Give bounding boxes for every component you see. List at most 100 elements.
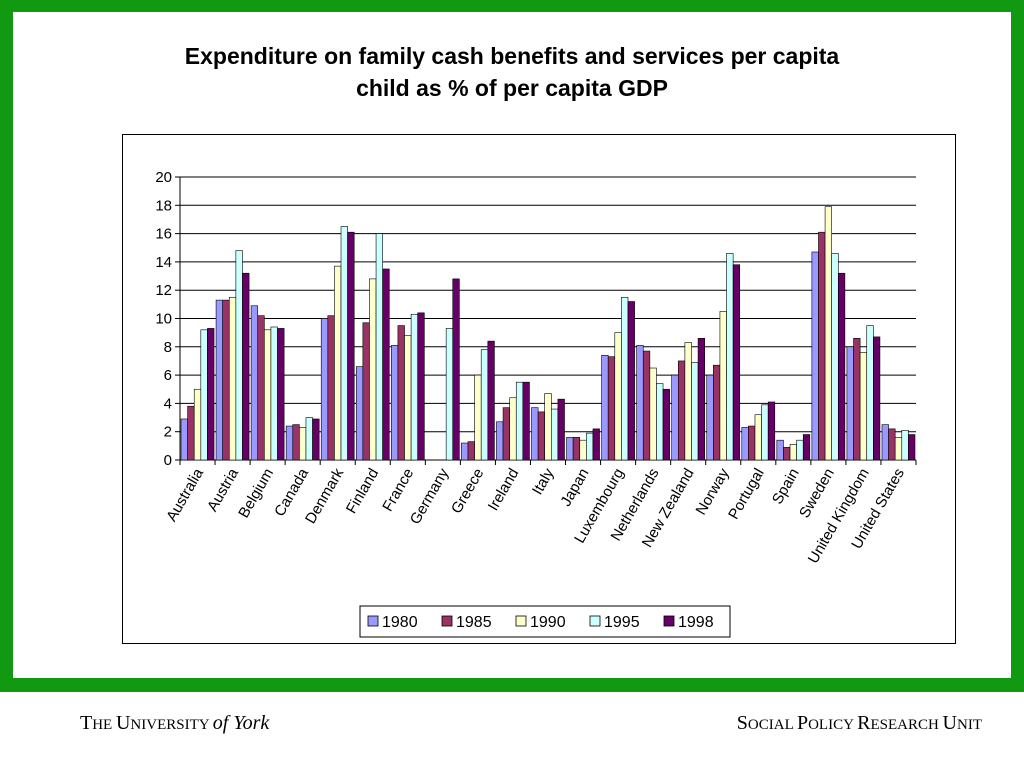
- bar-1995-united-kingdom: [866, 325, 874, 461]
- bar-1985-austria: [222, 299, 230, 461]
- bar-1985-spain: [783, 446, 791, 461]
- bar-1980-luxembourg: [601, 354, 609, 461]
- bar-1995-italy: [550, 408, 559, 461]
- bar-1980-new-zealand: [671, 374, 679, 461]
- bar-1980-france: [391, 345, 399, 461]
- bar-1980-japan: [566, 437, 574, 461]
- bar-1998-luxembourg: [627, 301, 635, 461]
- bar-1998-belgium: [277, 328, 285, 461]
- bar-1998-sweden: [837, 272, 846, 461]
- bar-1980-finland: [355, 366, 364, 461]
- bar-1985-finland: [362, 322, 370, 461]
- footer-left-text: of York: [212, 712, 270, 734]
- x-tick-label: France: [379, 466, 417, 515]
- bar-1998-italy: [557, 398, 565, 461]
- bar-1985-netherlands: [642, 350, 651, 461]
- bar-1998-united-states: [908, 434, 916, 461]
- bar-1995-luxembourg: [621, 296, 629, 461]
- bar-1990-ireland: [509, 397, 517, 461]
- bar-1980-belgium: [250, 305, 259, 461]
- slide-content: Expenditure on family cash benefits and …: [13, 12, 1011, 678]
- x-tick-label: Finland: [343, 466, 382, 517]
- bar-1980-netherlands: [636, 345, 644, 461]
- bar-1990-canada: [299, 427, 307, 461]
- x-tick-label: Ireland: [485, 466, 523, 514]
- y-tick-label: 12: [155, 282, 172, 299]
- bar-1995-belgium: [270, 326, 278, 461]
- legend-label-1980: 1980: [382, 614, 418, 631]
- x-tick-label: Italy: [529, 465, 558, 498]
- bar-1990-finland: [369, 278, 377, 461]
- bar-1990-italy: [544, 393, 552, 461]
- bar-1985-new-zealand: [677, 360, 686, 461]
- bar-1998-austria: [242, 272, 250, 461]
- bar-1995-new-zealand: [691, 362, 699, 461]
- bar-1995-norway: [726, 253, 734, 461]
- bar-1980-italy: [531, 407, 539, 461]
- bar-1998-united-kingdom: [873, 336, 881, 461]
- bar-1985-belgium: [257, 315, 265, 461]
- bar-1985-france: [397, 325, 405, 461]
- bar-1998-canada: [312, 418, 320, 461]
- footer-left-text: HE: [92, 717, 116, 733]
- footer-university-name: THE UNIVERSITY of York: [80, 712, 269, 735]
- x-tick-label: Spain: [769, 466, 803, 508]
- bar-1990-luxembourg: [614, 332, 622, 461]
- bar-1998-spain: [802, 434, 811, 461]
- y-tick-label: 16: [155, 226, 172, 243]
- bar-1990-norway: [719, 311, 727, 461]
- bar-1980-canada: [285, 425, 294, 461]
- bar-1985-italy: [537, 411, 546, 461]
- chart-area: 0 2 4 6 8 10 12 14 16 18 20 Australia Austria Belgium…: [122, 134, 956, 644]
- bar-1995-denmark: [340, 226, 348, 461]
- bar-1995-austria: [235, 250, 243, 461]
- y-tick-label: 18: [155, 197, 172, 214]
- bar-1995-ireland: [515, 381, 524, 461]
- legend-swatch-1985: [441, 615, 453, 627]
- x-tick-label: Australia: [163, 465, 207, 525]
- bar-1985-united-kingdom: [853, 338, 861, 461]
- bar-1995-japan: [586, 432, 594, 461]
- footer-right-text: OCIAL: [747, 717, 797, 733]
- bar-1985-australia: [187, 405, 195, 461]
- bar-1995-portugal: [761, 404, 769, 461]
- bar-1985-denmark: [327, 315, 335, 461]
- bar-1990-greece: [474, 374, 482, 461]
- x-tick-label: Austria: [204, 465, 242, 514]
- bar-1985-canada: [292, 424, 300, 461]
- footer-left-text: T: [80, 712, 93, 734]
- bar-1995-united-states: [901, 429, 909, 461]
- bar-1990-netherlands: [649, 367, 657, 461]
- bar-1990-france: [404, 335, 412, 461]
- bar-1995-netherlands: [656, 383, 664, 461]
- bar-1998-ireland: [522, 381, 530, 461]
- bar-1980-united-states: [881, 424, 889, 461]
- legend-swatch-1998: [663, 615, 675, 627]
- bar-1995-finland: [375, 233, 383, 461]
- bar-1985-japan: [572, 437, 581, 461]
- bar-1995-sweden: [831, 253, 839, 461]
- y-tick-label: 4: [164, 395, 172, 412]
- bar-1985-ireland: [502, 407, 510, 461]
- bar-1998-france: [417, 312, 425, 461]
- bar-1980-ireland: [496, 421, 504, 461]
- footer-left-text: NIVERSITY: [130, 717, 213, 733]
- legend-swatch-1980: [367, 615, 379, 627]
- legend-swatch-1990: [515, 615, 527, 627]
- slide-title-line-1: Expenditure on family cash benefits and …: [184, 43, 840, 69]
- bar-1995-canada: [305, 417, 313, 461]
- bar-1985-sweden: [818, 231, 826, 461]
- footer-right-text: ESEARCH: [870, 717, 943, 733]
- footer-unit-name: SOCIAL POLICY RESEARCH UNIT: [737, 712, 982, 735]
- footer-left-text: U: [115, 712, 131, 734]
- footer-right-text: P: [796, 712, 809, 734]
- bar-1990-united-states: [894, 437, 903, 461]
- slide-title: Expenditure on family cash benefits and …: [13, 40, 1011, 104]
- bar-1990-united-kingdom: [859, 352, 868, 461]
- bar-1995-greece: [480, 349, 489, 461]
- footer-right-text: OLICY: [808, 717, 858, 733]
- y-tick-label: 6: [164, 367, 172, 384]
- bar-1990-spain: [789, 444, 797, 461]
- bar-1990-australia: [193, 388, 202, 461]
- footer-right-text: NIT: [957, 717, 982, 733]
